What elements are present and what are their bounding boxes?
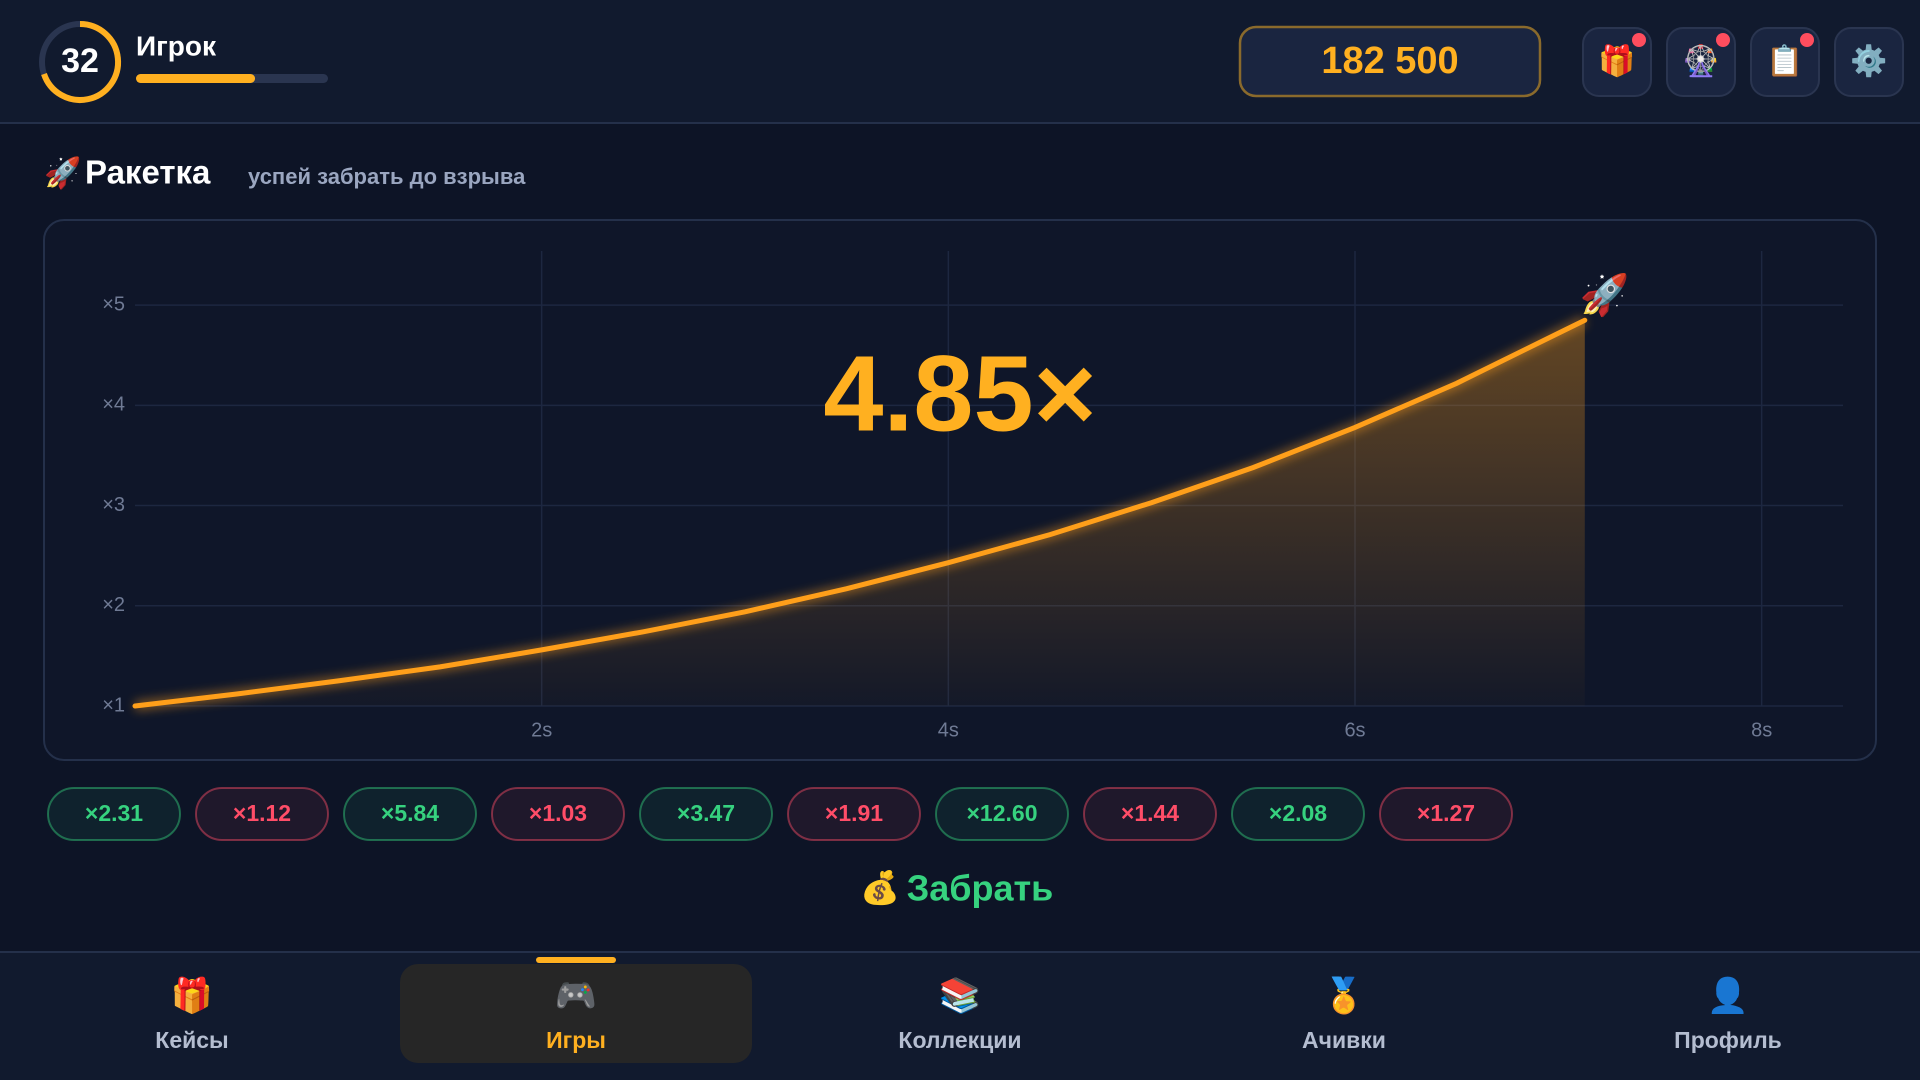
icon-button-icon: ⚙️	[1850, 43, 1887, 78]
history-chip	[639, 787, 773, 841]
history-chip	[1231, 787, 1365, 841]
history-label: ×12.60	[967, 800, 1038, 826]
nav-label[interactable]: Ачивки	[1302, 1027, 1386, 1053]
game-icon: 🚀	[44, 155, 81, 190]
game-subtitle: успей забрать до взрыва	[248, 164, 526, 189]
nav-active-bg	[400, 964, 752, 1063]
notification-badge	[1716, 33, 1730, 47]
history-chip	[195, 787, 329, 841]
chart: ×1 ×2 ×3 ×4 ×5 2s 4s 6s 8s 4.85× 🚀	[102, 251, 1843, 741]
history-chip	[491, 787, 625, 841]
nav: 🎁 Кейсы 🎮 Игры 📚 Коллекции 🏅 Ачивки 👤 Профиль	[155, 957, 1782, 1063]
history: ×2.31 ×1.12 ×5.84 ×1.03 ×3.47 ×1.91 ×12.60 ×1.4…	[47, 787, 1513, 841]
x-tick-label: 6s	[1344, 719, 1365, 741]
nav-indicator	[536, 957, 616, 963]
history-label: ×1.27	[1417, 800, 1475, 826]
balance-box[interactable]	[1238, 25, 1542, 98]
icon-button[interactable]	[1750, 27, 1820, 97]
icon-button[interactable]	[1666, 27, 1736, 97]
nav-label[interactable]: Игры	[546, 1027, 606, 1053]
header-buttons: 🎁 🎡 📋 ⚙️	[1582, 27, 1904, 97]
nav-icon[interactable]: 🏅	[1323, 976, 1365, 1016]
icon-button-icon: 🎡	[1682, 43, 1719, 78]
icon-button[interactable]	[1834, 27, 1904, 97]
notification-badge	[1632, 33, 1646, 47]
nav-icon[interactable]: 🎮	[555, 977, 597, 1015]
nav-label[interactable]: Кейсы	[155, 1027, 228, 1053]
x-tick-label: 8s	[1751, 719, 1772, 741]
history-chip	[47, 787, 181, 841]
nav-bar	[0, 952, 1920, 1080]
history-label: ×1.03	[529, 800, 587, 826]
game-title: Ракетка	[85, 154, 211, 191]
history-label: ×3.47	[677, 800, 735, 826]
notification-badge	[1800, 33, 1814, 47]
player-name: Игрок	[136, 30, 217, 61]
history-label: ×1.44	[1121, 800, 1179, 826]
y-tick-label: ×3	[102, 494, 125, 516]
history-chip	[787, 787, 921, 841]
icon-button-icon: 🎁	[1598, 43, 1635, 78]
y-tick-label: ×2	[102, 594, 125, 616]
area	[135, 320, 1585, 706]
y-tick-label: ×5	[102, 293, 125, 315]
history-label: ×5.84	[381, 800, 439, 826]
nav-icon[interactable]: 👤	[1707, 976, 1749, 1015]
history-label: ×2.08	[1269, 800, 1327, 826]
history-chip	[1379, 787, 1513, 841]
level-progress	[41, 21, 122, 103]
nav-icon[interactable]: 🎁	[171, 976, 213, 1015]
cashout-button[interactable]: Забрать	[907, 868, 1054, 909]
icon-button-icon: 📋	[1766, 43, 1803, 78]
history-chip	[343, 787, 477, 841]
rocket-marker: 🚀	[1580, 272, 1630, 318]
nav-label[interactable]: Профиль	[1674, 1027, 1782, 1053]
x-tick-label: 2s	[531, 719, 552, 741]
line	[132, 317, 1588, 709]
nav-icon[interactable]: 📚	[939, 977, 981, 1015]
multiplier: 4.85×	[823, 333, 1096, 454]
y-tick-label: ×4	[102, 394, 125, 416]
level: 32	[61, 42, 99, 80]
history-chip	[935, 787, 1069, 841]
x-tick-label: 4s	[938, 719, 959, 741]
cashout-icon: 💰	[860, 869, 900, 906]
y-tick-label: ×1	[102, 694, 125, 716]
icon-button[interactable]	[1582, 27, 1652, 97]
history-chip	[1083, 787, 1217, 841]
history-label: ×1.12	[233, 800, 291, 826]
balance: 182 500	[1321, 40, 1458, 82]
history-label: ×1.91	[825, 800, 883, 826]
xp-fill	[136, 74, 256, 83]
nav-label[interactable]: Коллекции	[898, 1027, 1021, 1053]
history-label: ×2.31	[85, 800, 143, 826]
